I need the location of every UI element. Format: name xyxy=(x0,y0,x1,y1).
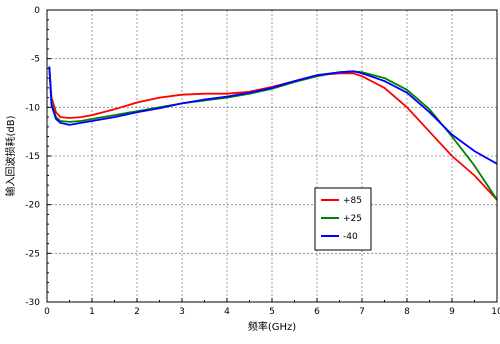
y-tick-label: -30 xyxy=(25,298,40,308)
grid xyxy=(47,10,497,302)
x-tick-label: 1 xyxy=(89,307,95,317)
y-tick-label: -15 xyxy=(25,152,40,162)
x-tick-label: 8 xyxy=(404,307,410,317)
x-tick-label: 5 xyxy=(269,307,275,317)
y-tick-label: -25 xyxy=(25,249,40,259)
x-tick-label: 0 xyxy=(44,307,50,317)
ticks xyxy=(46,9,498,303)
x-tick-label: 6 xyxy=(314,307,320,317)
y-tick-label: -20 xyxy=(25,201,40,211)
legend-label--40: -40 xyxy=(343,232,358,242)
tick-labels: 0 1 2 3 4 5 6 7 8 9 10 0 -5 -10 -15 -20 -25 -30 xyxy=(25,6,500,317)
y-tick-label: -10 xyxy=(25,103,40,113)
x-tick-label: 4 xyxy=(224,307,230,317)
x-tick-label: 10 xyxy=(491,307,500,317)
x-tick-label: 9 xyxy=(449,307,455,317)
series-group xyxy=(48,66,498,201)
y-tick-label: 0 xyxy=(34,6,40,16)
y-tick-label: -5 xyxy=(31,55,40,65)
y-axis-title: 输入回波损耗(dB) xyxy=(4,115,17,196)
x-tick-label: 3 xyxy=(179,307,185,317)
series-line--40 xyxy=(48,66,498,165)
x-axis-title: 频率(GHz) xyxy=(248,320,296,333)
series-line-+85 xyxy=(48,66,498,201)
x-tick-label: 7 xyxy=(359,307,365,317)
legend-label-+85: +85 xyxy=(343,196,362,206)
series-line-+25 xyxy=(48,66,498,201)
x-tick-label: 2 xyxy=(134,307,140,317)
legend-label-+25: +25 xyxy=(343,214,362,224)
legend: +85 +25 -40 xyxy=(314,187,372,251)
